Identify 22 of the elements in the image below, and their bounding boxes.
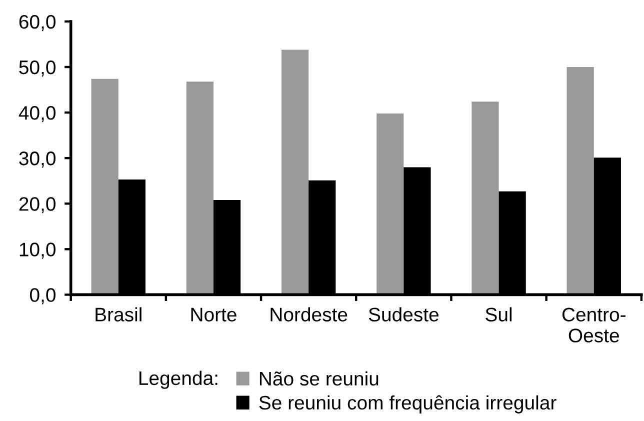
y-tick-label: 50,0: [19, 60, 56, 77]
y-tick-label: 40,0: [18, 106, 56, 122]
legend-label: Se reuniu com frequência irregular: [259, 395, 556, 414]
x-tick-label: Sudeste: [368, 307, 438, 322]
bar: [281, 50, 309, 295]
y-tick-label: 0,0: [30, 288, 56, 304]
x-tick-label: Brasil: [96, 307, 142, 322]
x-tick-label: Sul: [486, 307, 512, 322]
y-tick-label: 20,0: [19, 197, 56, 214]
x-tick-label: Norte: [191, 308, 236, 322]
bar: [472, 102, 499, 295]
y-tick-label: 60,0: [19, 14, 56, 32]
x-tick-label: Nordeste: [270, 307, 348, 322]
bar: [186, 82, 214, 295]
y-tick-label: 30,0: [19, 152, 56, 168]
bar: [376, 113, 404, 295]
legend-label: Não se reuniu: [260, 371, 378, 386]
x-tick-label: Centro-Oeste: [562, 308, 626, 342]
legend-title: Legenda:: [139, 370, 218, 389]
bar: [91, 78, 118, 295]
bar: [566, 67, 594, 295]
y-tick-label: 10,0: [20, 242, 56, 259]
